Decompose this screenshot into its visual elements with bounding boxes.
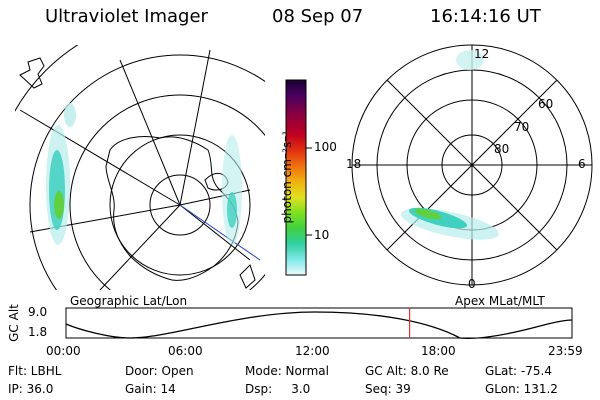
altitude-tick-low: 1.8 (28, 325, 48, 339)
info-gain: Gain: 14 (125, 382, 176, 396)
info-filter: Flt: LBHL (8, 364, 62, 378)
time-tick-1: 06:00 (168, 344, 203, 358)
aurora-emission-right (401, 50, 499, 240)
aurora-emission-left (46, 103, 242, 245)
info-dsp: Dsp: 3.0 (245, 382, 311, 396)
altitude-axis-label: GC Alt (7, 304, 21, 342)
info-glat: GLat: -75.4 (485, 364, 552, 378)
info-ip: IP: 36.0 (8, 382, 54, 396)
mlt-label-18: 18 (346, 157, 362, 171)
info-gc-alt: GC Alt: 8.0 Re (365, 364, 449, 378)
time-tick-3: 18:00 (421, 344, 456, 358)
apex-caption: Apex MLat/MLT (455, 294, 545, 308)
time-tick-0: 00:00 (46, 344, 81, 358)
info-door: Door: Open (125, 364, 194, 378)
colorbar-tick-10: 10 (314, 228, 330, 242)
instrument-title: Ultraviolet Imager (45, 6, 208, 27)
mlat-label-70: 70 (514, 120, 530, 134)
time-tick-2: 12:00 (295, 344, 330, 358)
colorbar-tick-100: 100 (314, 140, 337, 154)
info-mode: Mode: Normal (245, 364, 329, 378)
mlat-label-60: 60 (538, 97, 554, 111)
mlat-mlt-grid (351, 44, 593, 286)
date-label: 08 Sep 07 (272, 6, 364, 27)
colorbar-unit-label: photon cm⁻²s⁻¹ (280, 130, 294, 224)
time-label: 16:14:16 UT (430, 6, 541, 27)
info-glon: GLon: 131.2 (485, 382, 558, 396)
altitude-strip (65, 307, 573, 340)
time-tick-4: 23:59 (548, 344, 583, 358)
mlat-label-80: 80 (494, 142, 510, 156)
info-seq: Seq: 39 (365, 382, 411, 396)
geographic-caption: Geographic Lat/Lon (70, 294, 188, 308)
mlt-label-6: 6 (578, 157, 586, 171)
mlt-label-0: 0 (468, 277, 476, 291)
mlt-label-12: 12 (474, 47, 490, 61)
altitude-tick-high: 9.0 (28, 305, 48, 319)
colorbar (285, 79, 307, 276)
